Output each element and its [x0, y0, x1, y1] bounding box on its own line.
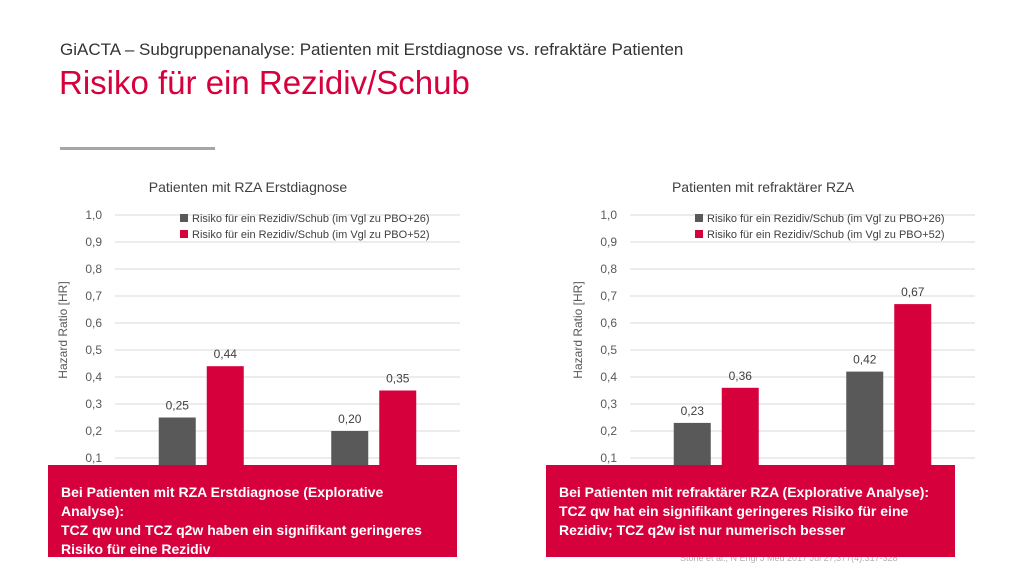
- bar: [206, 366, 244, 485]
- bar: [379, 390, 417, 485]
- data-label: 0,35: [386, 372, 410, 386]
- y-tick-label: 0,1: [600, 451, 617, 465]
- y-tick-label: 0,3: [600, 397, 617, 411]
- legend-entry: Risiko für ein Rezidiv/Schub (im Vgl zu …: [707, 213, 945, 225]
- bar: [894, 304, 932, 485]
- slide-subtitle: GiACTA – Subgruppenanalyse: Patienten mi…: [60, 40, 684, 59]
- y-tick-label: 0,7: [600, 289, 617, 303]
- callout-line: TCZ qw und TCZ q2w haben ein signifikant…: [61, 522, 422, 538]
- chart-svg: Patienten mit RZA Erstdiagnose 0,1 0,2 0,3 0…: [56, 179, 460, 485]
- title-divider: [60, 147, 215, 150]
- y-tick-label: 1,0: [600, 208, 617, 222]
- callout-line: Risiko für eine Rezidiv: [61, 541, 211, 557]
- data-label: 0,36: [729, 369, 753, 383]
- callout-refraktaer: Bei Patienten mit refraktärer RZA (Explo…: [546, 465, 955, 557]
- y-tick-label: 1,0: [85, 208, 102, 222]
- legend-swatch: [180, 214, 188, 222]
- y-tick-label: 0,2: [85, 424, 102, 438]
- y-axis-label: Hazard Ratio [HR]: [571, 281, 585, 378]
- y-tick-label: 0,6: [85, 316, 102, 330]
- legend-swatch: [695, 230, 703, 238]
- callout-line: Rezidiv; TCZ q2w ist nur numerisch besse…: [559, 522, 846, 538]
- chart-refraktaer: Patienten mit refraktärer RZA 0,1 0,2 0,3 0,…: [560, 170, 980, 485]
- callout-erstdiagnose: Bei Patienten mit RZA Erstdiagnose (Expl…: [48, 465, 457, 557]
- chart-title: Patienten mit RZA Erstdiagnose: [149, 179, 348, 195]
- y-tick-label: 0,5: [600, 343, 617, 357]
- legend-entry: Risiko für ein Rezidiv/Schub (im Vgl zu …: [707, 229, 945, 241]
- y-axis-label: Hazard Ratio [HR]: [56, 281, 70, 378]
- data-label: 0,44: [214, 347, 238, 361]
- y-tick-label: 0,2: [600, 424, 617, 438]
- bar: [721, 387, 759, 485]
- y-tick-label: 0,4: [85, 370, 102, 384]
- y-tick-label: 0,3: [85, 397, 102, 411]
- chart-svg: Patienten mit refraktärer RZA 0,1 0,2 0,3 0,…: [571, 179, 975, 485]
- bar: [158, 417, 196, 485]
- legend-swatch: [180, 230, 188, 238]
- legend-entry: Risiko für ein Rezidiv/Schub (im Vgl zu …: [192, 213, 430, 225]
- bar: [673, 422, 711, 485]
- data-label: 0,23: [681, 404, 705, 418]
- y-tick-label: 0,7: [85, 289, 102, 303]
- y-tick-label: 0,8: [600, 262, 617, 276]
- data-label: 0,42: [853, 353, 877, 367]
- data-label: 0,20: [338, 412, 362, 426]
- y-tick-label: 0,6: [600, 316, 617, 330]
- y-tick-label: 0,1: [85, 451, 102, 465]
- data-label: 0,67: [901, 285, 925, 299]
- callout-line: Bei Patienten mit refraktärer RZA (Explo…: [559, 484, 930, 500]
- y-tick-label: 0,8: [85, 262, 102, 276]
- chart-erstdiagnose: Patienten mit RZA Erstdiagnose 0,1 0,2 0,3 0…: [45, 170, 465, 485]
- callout-line: TCZ qw hat ein signifikant geringeres Ri…: [559, 503, 909, 519]
- data-label: 0,25: [166, 399, 190, 413]
- y-tick-label: 0,9: [85, 235, 102, 249]
- citation: Stone et al., N Engl J Med 2017 Jul 27;3…: [680, 553, 898, 563]
- y-tick-label: 0,9: [600, 235, 617, 249]
- y-tick-label: 0,5: [85, 343, 102, 357]
- callout-line: Bei Patienten mit RZA Erstdiagnose (Expl…: [61, 484, 384, 519]
- bar: [846, 371, 884, 485]
- y-tick-label: 0,4: [600, 370, 617, 384]
- chart-title: Patienten mit refraktärer RZA: [672, 179, 855, 195]
- legend-entry: Risiko für ein Rezidiv/Schub (im Vgl zu …: [192, 229, 430, 241]
- slide-title: Risiko für ein Rezidiv/Schub: [59, 64, 470, 101]
- legend-swatch: [695, 214, 703, 222]
